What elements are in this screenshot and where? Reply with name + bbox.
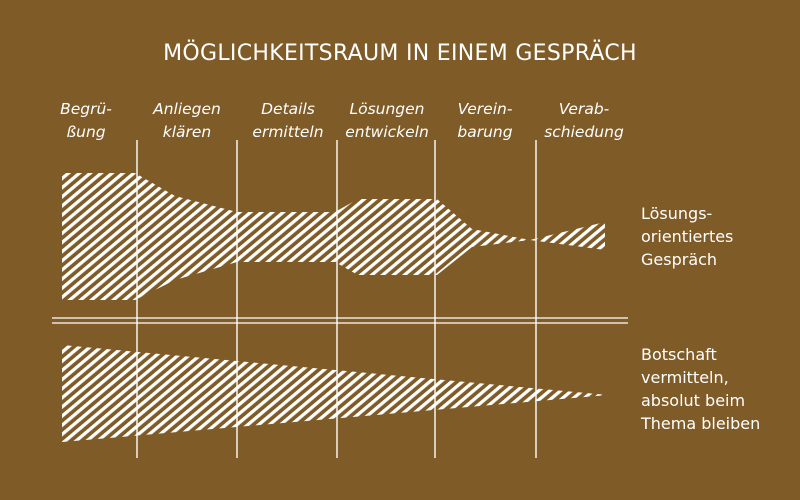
solution-oriented-shape <box>62 173 605 300</box>
phase-label-concern-line1: Anliegen <box>152 100 221 118</box>
upper-side-label: Lösungs- orientiertes Gespräch <box>641 204 733 269</box>
diagram-title: MÖGLICHKEITSRAUM IN EINEM GESPRÄCH <box>163 40 637 66</box>
phase-label-farewell-line1: Verab- <box>559 100 610 118</box>
phase-label-greeting-line2: ßung <box>66 123 105 141</box>
lower-label-line2: vermitteln, <box>641 368 729 387</box>
phase-label-farewell-line2: schiedung <box>544 123 624 141</box>
phase-label-solutions-line2: entwickeln <box>345 123 429 141</box>
convey-message-shape <box>62 345 608 442</box>
lower-label-line4: Thema bleiben <box>640 414 760 433</box>
phase-label-details-line2: ermitteln <box>252 123 323 141</box>
lower-label-line3: absolut beim <box>641 391 745 410</box>
phase-label-agreement-line2: barung <box>457 123 512 141</box>
phase-label-details-line1: Details <box>261 100 315 118</box>
upper-label-line3: Gespräch <box>641 250 717 269</box>
phase-dividers <box>136 140 537 458</box>
lower-label-line1: Botschaft <box>641 345 717 364</box>
phase-label-concern-line2: klären <box>163 123 212 141</box>
lower-side-label: Botschaft vermitteln, absolut beim Thema… <box>640 345 760 433</box>
phase-label-solutions-line1: Lösungen <box>349 100 424 118</box>
upper-label-line1: Lösungs- <box>641 204 712 223</box>
phase-label-agreement-line1: Verein- <box>458 100 513 118</box>
upper-label-line2: orientiertes <box>641 227 733 246</box>
phase-label-greeting-line1: Begrü- <box>60 100 112 118</box>
section-separator <box>52 317 628 324</box>
phase-labels: Begrü- ßung Anliegen klären Details ermi… <box>60 100 624 141</box>
